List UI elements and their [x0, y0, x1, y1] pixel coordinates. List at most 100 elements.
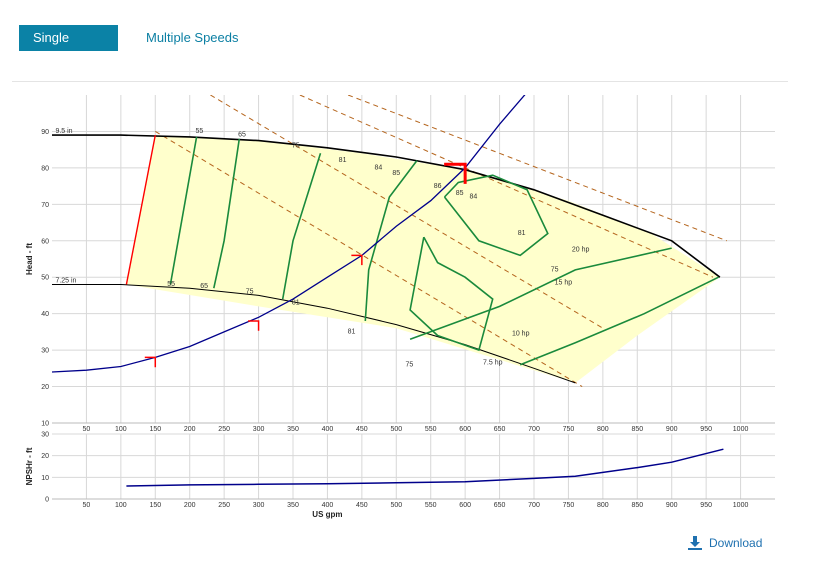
flow-axis-title: US gpm — [312, 510, 342, 519]
efficiency-label: 81 — [348, 329, 356, 336]
head-x-tick-label: 50 — [83, 426, 91, 433]
efficiency-label: 84 — [470, 194, 478, 201]
head-x-tick-label: 600 — [459, 426, 471, 433]
power-label: 20 hp — [572, 247, 590, 254]
system-curve — [52, 95, 526, 373]
npsh-x-tick-label: 100 — [115, 502, 127, 509]
npsh-x-tick-label: 650 — [494, 502, 506, 509]
head-x-tick-label: 750 — [563, 426, 575, 433]
head-y-tick-label: 50 — [41, 275, 49, 282]
npsh-x-tick-label: 50 — [83, 502, 91, 509]
power-line-3 — [155, 130, 583, 388]
head-y-tick-label: 20 — [41, 384, 49, 391]
npsh-line-0 — [126, 448, 724, 487]
head-x-tick-label: 950 — [700, 426, 712, 433]
npsh-x-tick-label: 150 — [149, 502, 161, 509]
efficiency-label: 81 — [292, 299, 300, 306]
head-x-tick-label: 800 — [597, 426, 609, 433]
npsh-x-tick-label: 1000 — [733, 502, 749, 509]
efficiency-label: 55 — [195, 128, 203, 135]
power-label: 15 hp — [555, 280, 573, 287]
operating-point-marker-2 — [351, 254, 363, 266]
head-x-tick-label: 450 — [356, 426, 368, 433]
tab-single-pump[interactable]: Single Pump — [19, 25, 118, 71]
efficiency-line-2 — [281, 153, 322, 300]
download-button[interactable]: Download — [687, 535, 762, 551]
npsh-x-tick-label: 300 — [253, 502, 265, 509]
head-x-tick-label: 700 — [528, 426, 540, 433]
efficiency-label: 81 — [518, 230, 526, 237]
head-y-tick-label: 80 — [41, 165, 49, 172]
head-x-tick-label: 100 — [115, 426, 127, 433]
efficiency-label: 85 — [456, 190, 464, 197]
operating-point-marker-0 — [144, 356, 157, 368]
efficiency-line-0 — [169, 136, 198, 285]
npsh-x-tick-label: 700 — [528, 502, 540, 509]
efficiency-label: 75 — [551, 267, 559, 274]
head-x-tick-label: 550 — [425, 426, 437, 433]
efficiency-label: 75 — [405, 361, 413, 368]
power-label: 7.5 hp — [483, 360, 503, 367]
power-label: 10 hp — [512, 331, 530, 338]
impeller-label: 9.5 in — [55, 128, 72, 135]
npsh-x-tick-label: 850 — [631, 502, 643, 509]
header-divider — [12, 81, 788, 82]
efficiency-label: 55 — [167, 281, 175, 288]
power-line-1 — [299, 95, 714, 278]
power-line-2 — [210, 95, 604, 329]
efficiency-line-1 — [213, 138, 241, 289]
npsh-x-tick-label: 600 — [459, 502, 471, 509]
efficiency-label: 85 — [392, 170, 400, 177]
efficiency-line-6 — [409, 247, 672, 340]
min-flow-line — [125, 134, 156, 285]
efficiency-line-7 — [519, 276, 719, 366]
head-x-tick-label: 150 — [149, 426, 161, 433]
npsh-x-tick-label: 800 — [597, 502, 609, 509]
efficiency-label: 65 — [238, 132, 246, 139]
head-y-tick-label: 40 — [41, 311, 49, 318]
head-x-tick-label: 300 — [253, 426, 265, 433]
head-plot-series — [52, 95, 727, 388]
efficiency-line-3 — [364, 160, 418, 322]
tab-bar: Single Pump Multiple Speeds — [19, 25, 253, 71]
npsh-x-tick-label: 350 — [287, 502, 299, 509]
head-axis-title: Head - ft — [25, 243, 34, 275]
head-x-tick-label: 200 — [184, 426, 196, 433]
operating-envelope — [126, 135, 720, 383]
efficiency-label: 75 — [246, 288, 254, 295]
npsh-x-tick-label: 500 — [390, 502, 402, 509]
efficiency-label: 84 — [374, 165, 382, 172]
efficiency-label: 86 — [434, 183, 442, 190]
head-x-tick-label: 250 — [218, 426, 230, 433]
efficiency-label: 75 — [292, 143, 300, 150]
npsh-x-tick-label: 250 — [218, 502, 230, 509]
head-x-tick-label: 1000 — [733, 426, 749, 433]
tab-multiple-speeds[interactable]: Multiple Speeds — [146, 30, 239, 45]
npsh-x-tick-label: 450 — [356, 502, 368, 509]
operating-point-marker-1 — [248, 320, 260, 331]
head-y-tick-label: 70 — [41, 202, 49, 209]
download-label: Download — [709, 536, 763, 550]
head-x-tick-label: 350 — [287, 426, 299, 433]
head-y-tick-label: 90 — [41, 129, 49, 136]
npsh-x-tick-label: 200 — [184, 502, 196, 509]
npsh-y-tick-label: 20 — [41, 453, 49, 460]
head-x-tick-label: 400 — [322, 426, 334, 433]
npsh-x-tick-label: 550 — [425, 502, 437, 509]
npsh-y-tick-label: 30 — [41, 432, 49, 439]
npsh-y-tick-label: 0 — [45, 497, 49, 504]
head-x-tick-label: 900 — [666, 426, 678, 433]
operating-point-marker-3 — [444, 162, 467, 184]
impeller-curve-1 — [52, 284, 576, 384]
efficiency-line-4 — [409, 236, 494, 352]
npsh-y-tick-label: 10 — [41, 475, 49, 482]
head-x-tick-label: 650 — [494, 426, 506, 433]
impeller-curve-0 — [52, 134, 721, 278]
download-icon — [688, 536, 702, 550]
efficiency-label: 65 — [200, 283, 208, 290]
npsh-x-tick-label: 900 — [666, 502, 678, 509]
impeller-label: 7.25 in — [55, 278, 76, 285]
head-y-tick-label: 30 — [41, 348, 49, 355]
head-y-tick-label: 60 — [41, 238, 49, 245]
